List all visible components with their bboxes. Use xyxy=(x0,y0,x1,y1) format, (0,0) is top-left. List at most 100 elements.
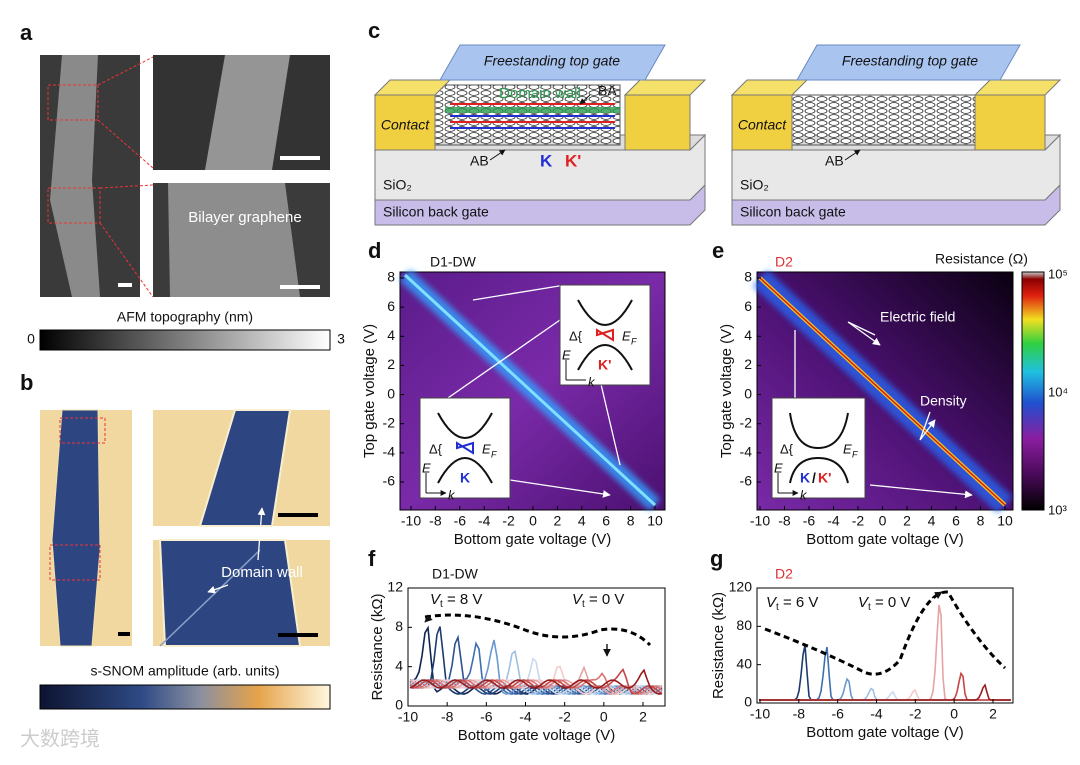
y-tick-label: 0 xyxy=(744,385,752,401)
y-tick-label: 8 xyxy=(395,618,403,634)
y-tick-label: 6 xyxy=(744,298,752,314)
x-tick-label: -2 xyxy=(852,513,865,529)
colorbar-tick-label: 10⁵ xyxy=(1048,266,1068,281)
y-tick-label: 6 xyxy=(387,298,395,314)
label: K xyxy=(540,151,553,170)
x-tick-label: -4 xyxy=(870,706,883,722)
y-tick-label: -6 xyxy=(383,473,396,489)
annotations: Vt = 8 V Vt = 0 V Vt = 6 V Vt = 0 V xyxy=(430,591,910,613)
y-axis-label: Resistance (kΩ) xyxy=(369,593,386,700)
annotation-part: = 0 V xyxy=(871,594,911,611)
x-tick-label: 4 xyxy=(578,513,586,529)
inset-label: K xyxy=(460,470,470,486)
watermark: 大数跨境 xyxy=(20,727,100,750)
panel-label: g xyxy=(710,546,723,571)
x-tick-label: -4 xyxy=(827,513,840,529)
x-tick-label: 8 xyxy=(627,513,635,529)
colorbar-title: AFM topography (nm) xyxy=(117,309,253,325)
inset-label: / xyxy=(812,470,816,486)
inset-label: E xyxy=(422,460,431,475)
inset-label: k xyxy=(588,374,596,389)
annotation-part: V xyxy=(858,594,870,611)
annotation: Density xyxy=(920,393,967,409)
y-tick-label: 8 xyxy=(744,269,752,285)
colorbar-max: 3 xyxy=(337,331,345,347)
x-axis-label: Bottom gate voltage (V) xyxy=(806,531,964,548)
colorbar-min: 0 xyxy=(27,331,35,347)
x-tick-label: 4 xyxy=(928,513,936,529)
annotation: Bilayer graphene xyxy=(188,209,301,226)
label: BA xyxy=(598,83,617,99)
label: Freestanding top gate xyxy=(842,53,978,69)
annotation-part: V xyxy=(572,591,584,608)
x-tick-label: -8 xyxy=(778,513,791,529)
x-tick-label: -10 xyxy=(750,706,770,722)
panel-label: c xyxy=(368,18,380,43)
x-tick-label: 0 xyxy=(600,709,608,725)
label: Silicon back gate xyxy=(383,204,489,220)
label: Contact xyxy=(738,117,787,133)
inset-label: E xyxy=(774,460,783,475)
panel-label: d xyxy=(368,238,381,263)
curve xyxy=(759,683,1011,701)
annotation-part: V xyxy=(430,591,442,608)
y-tick-label: 2 xyxy=(744,356,752,372)
heatmap xyxy=(399,269,666,511)
inset-label: K' xyxy=(598,357,611,373)
x-tick-label: 10 xyxy=(647,513,663,529)
x-tick-label: 0 xyxy=(529,513,537,529)
annotation-part: = 8 V xyxy=(443,591,483,608)
plot-frame xyxy=(407,587,666,707)
y-tick-label: -4 xyxy=(740,444,753,460)
x-axis-label: Bottom gate voltage (V) xyxy=(806,724,964,741)
curves xyxy=(409,604,1011,701)
curve xyxy=(759,604,1011,701)
y-tick-label: 120 xyxy=(729,579,753,595)
x-tick-label: -2 xyxy=(909,706,922,722)
x-axis-label: Bottom gate voltage (V) xyxy=(458,727,616,744)
label: SiO₂ xyxy=(740,177,769,193)
envelope xyxy=(424,613,652,647)
y-tick-label: 4 xyxy=(387,327,395,343)
plot-frame xyxy=(756,587,1014,704)
x-tick-label: -10 xyxy=(398,709,418,725)
label: Contact xyxy=(381,117,430,133)
device-schematic xyxy=(373,44,707,226)
inset-label: Δ{ xyxy=(780,441,794,456)
x-tick-label: -2 xyxy=(558,709,571,725)
x-tick-label: -4 xyxy=(519,709,532,725)
panel-title: D1-DW xyxy=(430,254,477,270)
y-tick-label: 12 xyxy=(387,579,403,595)
annotation-part: t xyxy=(440,599,443,610)
x-tick-label: -6 xyxy=(803,513,816,529)
colorbar-title: s-SNOM amplitude (arb. units) xyxy=(90,663,279,679)
colorbar xyxy=(39,329,331,351)
label: K' xyxy=(565,151,581,170)
colorbar-tick-label: 10⁴ xyxy=(1048,384,1068,399)
x-tick-label: 2 xyxy=(639,709,647,725)
y-tick-label: -4 xyxy=(383,444,396,460)
label: Domain wall xyxy=(499,85,581,102)
x-tick-label: -4 xyxy=(478,513,491,529)
y-tick-label: 0 xyxy=(395,697,403,713)
curve xyxy=(409,668,663,695)
y-tick-label: 0 xyxy=(744,694,752,710)
snom-images xyxy=(40,409,330,647)
annotation-part: t xyxy=(776,602,779,613)
annotation-part: t xyxy=(868,602,871,613)
annotation: Domain wall xyxy=(221,564,303,581)
annotation: Vt = 6 V xyxy=(766,594,818,613)
heatmap xyxy=(752,269,1045,514)
inset-label: F xyxy=(491,449,497,459)
y-tick-label: -6 xyxy=(740,473,753,489)
inset-label: K' xyxy=(818,470,831,486)
y-tick-label: 8 xyxy=(387,269,395,285)
annotation-part: V xyxy=(766,594,778,611)
inset-label: K xyxy=(800,470,810,486)
inset-label: Δ{ xyxy=(569,328,583,343)
curve xyxy=(409,672,663,695)
inset-label: E xyxy=(622,328,631,343)
label: SiO₂ xyxy=(383,177,412,193)
x-tick-label: -6 xyxy=(831,706,844,722)
x-tick-label: 0 xyxy=(950,706,958,722)
